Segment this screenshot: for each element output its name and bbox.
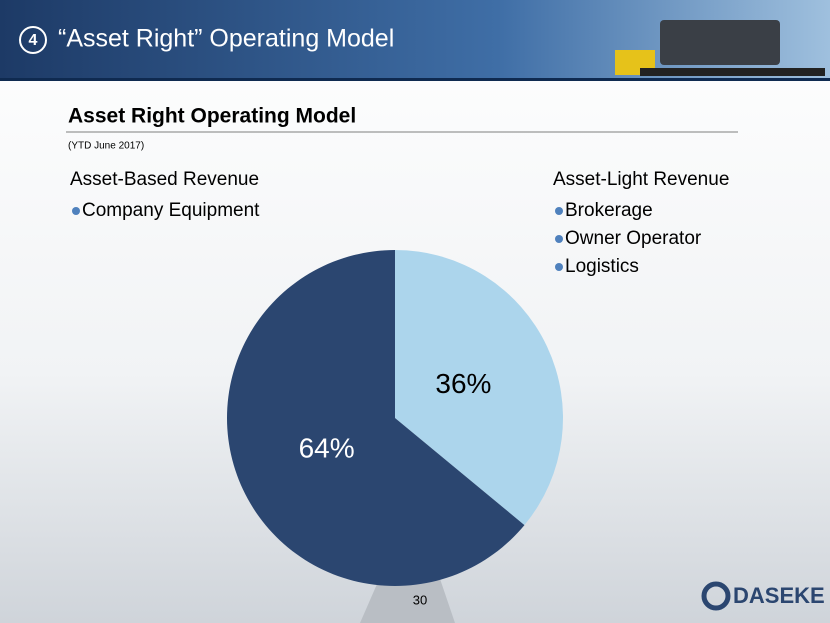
- header-title: “Asset Right” Operating Model: [58, 25, 394, 53]
- logo-mark: [701, 581, 731, 611]
- bullet: [555, 263, 563, 271]
- group-item: Owner Operator: [565, 228, 702, 249]
- chart-subtitle: (YTD June 2017): [68, 141, 144, 152]
- page-number: 30: [413, 592, 427, 607]
- chart-title: Asset Right Operating Model: [68, 105, 356, 128]
- section-badge: [19, 26, 47, 54]
- bullet: [555, 207, 563, 215]
- pie-slice: [395, 250, 564, 526]
- pie-slice: [227, 250, 525, 586]
- bullet: [555, 235, 563, 243]
- header-rule: [0, 78, 830, 81]
- section-number: 4: [29, 32, 38, 49]
- group-label: Asset-Light Revenue: [553, 169, 729, 190]
- group-item: Brokerage: [565, 200, 653, 221]
- pie: 36% 64%: [227, 250, 564, 586]
- group-item: Company Equipment: [82, 200, 260, 221]
- data-label: 64%: [299, 433, 355, 464]
- truck-illustration: [615, 20, 825, 76]
- group-label: Asset-Based Revenue: [70, 169, 259, 190]
- logo: DASEKE: [733, 583, 825, 608]
- group-item: Logistics: [565, 256, 639, 277]
- data-label: 36%: [435, 368, 491, 399]
- bullet: [72, 207, 80, 215]
